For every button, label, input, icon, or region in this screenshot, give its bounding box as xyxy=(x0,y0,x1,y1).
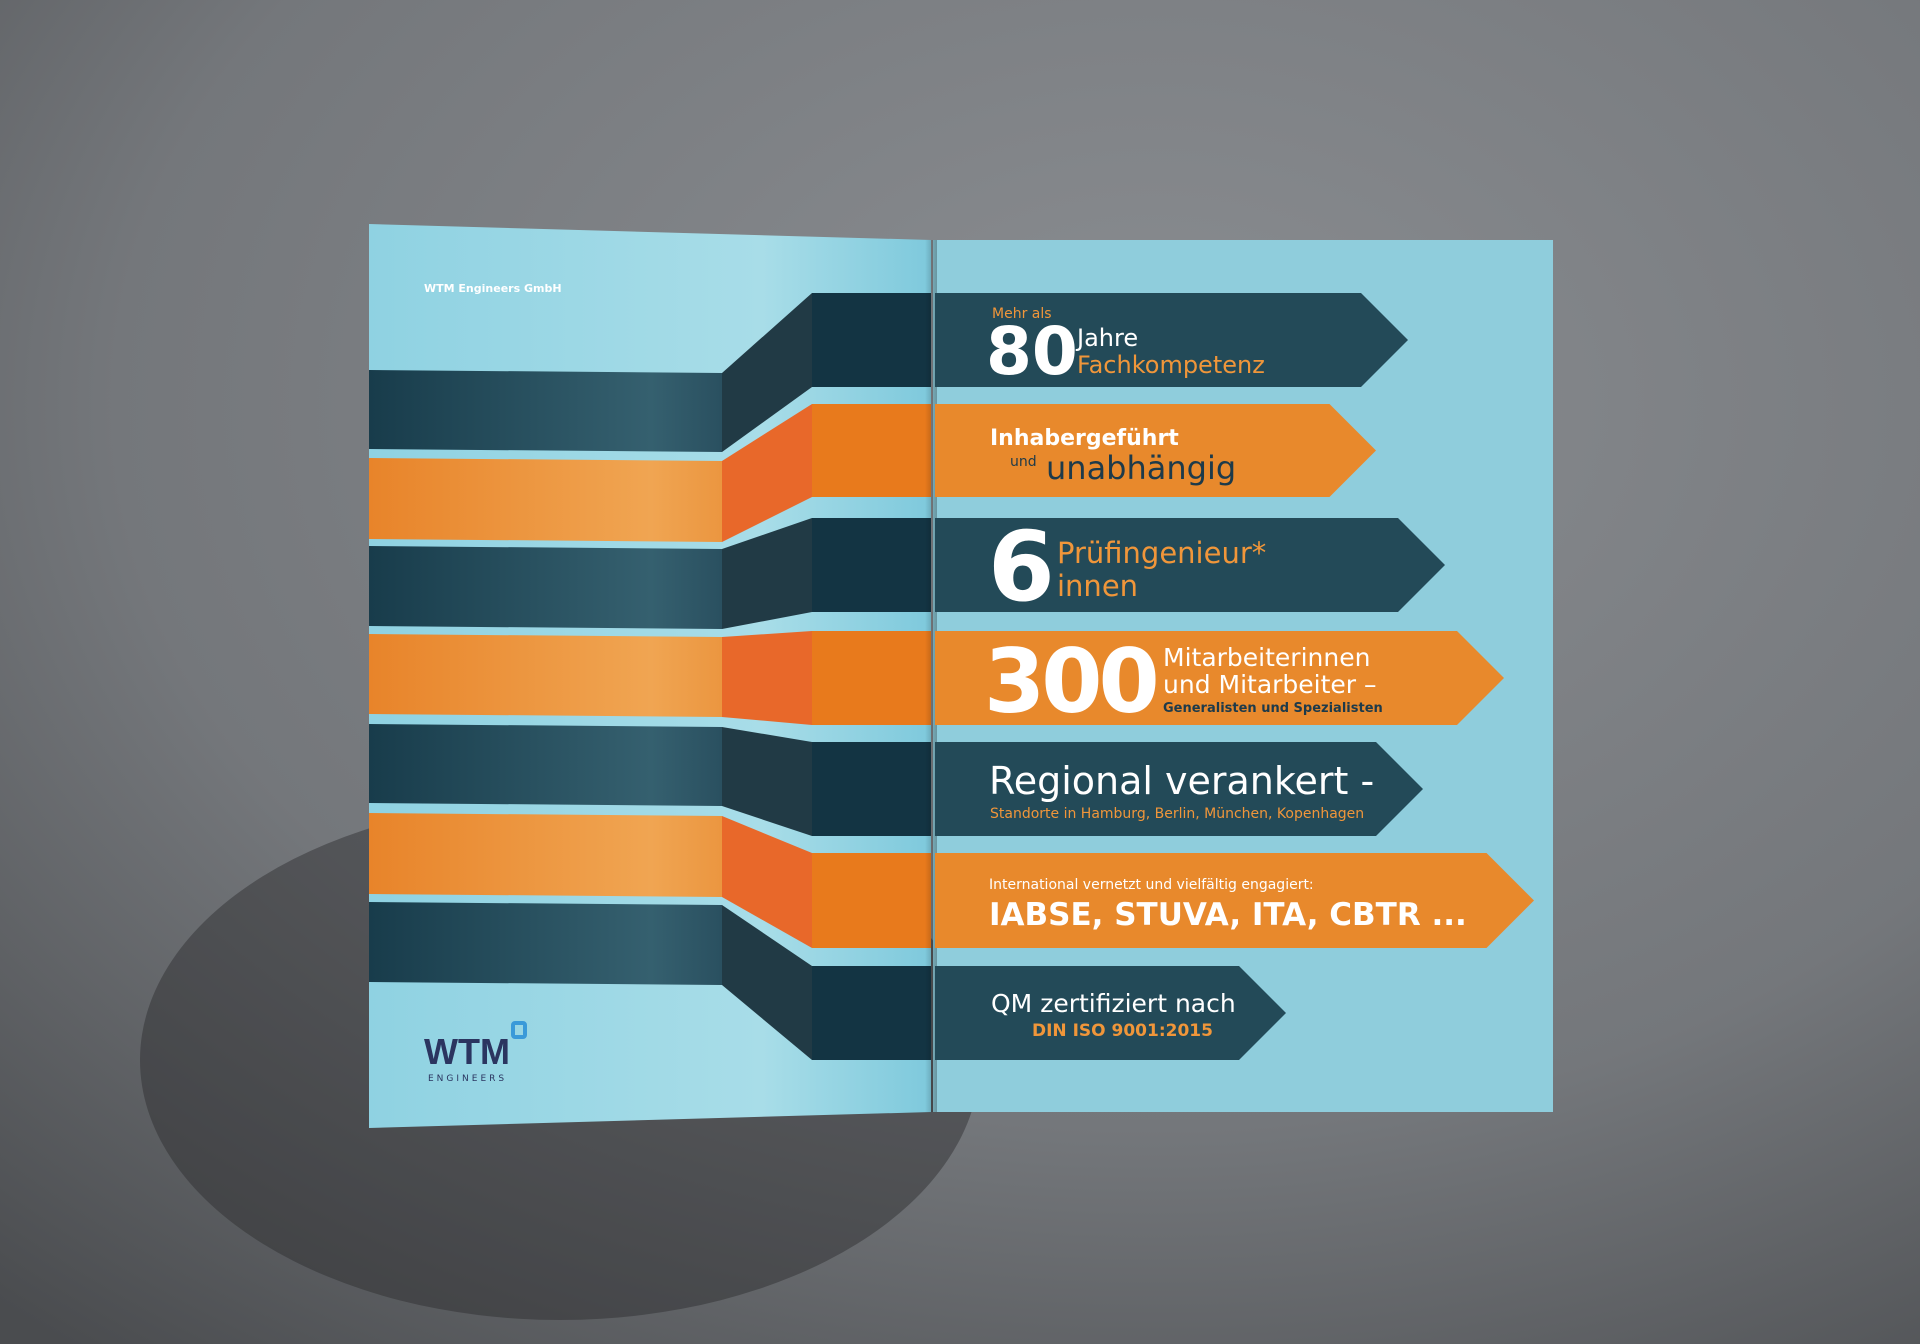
arrow-banner xyxy=(935,742,1423,836)
employees-sub: Generalisten und Spezialisten xyxy=(1163,701,1383,716)
banner-engineers: 6 Prüfingenieur* innen xyxy=(988,511,1266,623)
banner-regional: Regional verankert - Standorte in Hambur… xyxy=(989,759,1374,822)
left-stripe xyxy=(369,634,722,717)
international-label: International vernetzt und vielfältig en… xyxy=(989,877,1314,893)
banner-quality: QM zertifiziert nach DIN ISO 9001:2015 xyxy=(991,989,1236,1041)
left-stripe xyxy=(369,724,722,806)
arrow-banner xyxy=(935,293,1408,387)
banner-experience: Mehr als 80 Jahre Fachkompetenz xyxy=(986,306,1265,390)
arrow-banner xyxy=(935,853,1534,948)
logo-wordmark: WTM xyxy=(424,1031,510,1072)
company-name: WTM Engineers GmbH xyxy=(424,282,562,295)
fold-stripe xyxy=(812,966,931,1060)
fold-face xyxy=(722,905,812,1060)
banner-ownership: Inhabergeführt und unabhängig xyxy=(990,426,1236,487)
fold-stripe xyxy=(812,293,931,387)
arrow-banner xyxy=(935,966,1286,1060)
right-page-banners xyxy=(935,293,1534,1060)
fold-face xyxy=(722,631,812,725)
independent-label: unabhängig xyxy=(1046,449,1236,487)
engineers-label-2: innen xyxy=(1057,569,1138,603)
square-outline-icon xyxy=(511,1021,527,1039)
expertise-label: Fachkompetenz xyxy=(1077,351,1265,379)
fold-stripe xyxy=(812,742,931,836)
employees-label-2: und Mitarbeiter – xyxy=(1163,670,1377,699)
fold-stripe xyxy=(812,631,931,725)
logo-sub: ENGINEERS xyxy=(428,1074,507,1084)
fold-face xyxy=(722,518,812,629)
banner-employees: 300 Mitarbeiterinnen und Mitarbeiter – G… xyxy=(984,630,1383,733)
memberships-label: IABSE, STUVA, ITA, CBTR ... xyxy=(989,897,1467,933)
fold-stripe xyxy=(812,518,931,612)
wtm-logo: WTM ENGINEERS xyxy=(424,1021,527,1084)
left-stripe xyxy=(369,370,722,452)
fold-stripe xyxy=(812,404,931,497)
left-stripe xyxy=(369,546,722,629)
left-page-stripes xyxy=(369,293,931,1060)
left-stripe xyxy=(369,813,722,897)
and-label: und xyxy=(1010,454,1037,470)
fold-stripe xyxy=(812,853,931,948)
left-stripe xyxy=(369,458,722,542)
locations-label: Standorte in Hamburg, Berlin, München, K… xyxy=(990,806,1364,822)
years-label: Jahre xyxy=(1075,324,1138,352)
qm-label: QM zertifiziert nach xyxy=(991,989,1236,1018)
fold-face xyxy=(722,816,812,948)
left-stripe xyxy=(369,902,722,985)
arrow-banner xyxy=(935,631,1504,725)
engineers-label: Prüfingenieur* xyxy=(1057,536,1266,570)
arrow-banner xyxy=(935,518,1445,612)
fold-face xyxy=(722,727,812,836)
fold-face xyxy=(722,293,812,452)
employees-label: Mitarbeiterinnen xyxy=(1163,643,1370,672)
arrow-banner xyxy=(935,404,1376,497)
banner-international: International vernetzt und vielfältig en… xyxy=(989,877,1467,933)
employees-number: 300 xyxy=(984,630,1156,733)
years-number: 80 xyxy=(986,313,1078,390)
pre-label: Mehr als xyxy=(992,306,1052,322)
fold-face xyxy=(722,404,812,542)
iso-label: DIN ISO 9001:2015 xyxy=(1032,1021,1213,1041)
engineers-number: 6 xyxy=(988,511,1055,623)
owner-label: Inhabergeführt xyxy=(990,426,1179,451)
regional-label: Regional verankert - xyxy=(989,759,1374,803)
